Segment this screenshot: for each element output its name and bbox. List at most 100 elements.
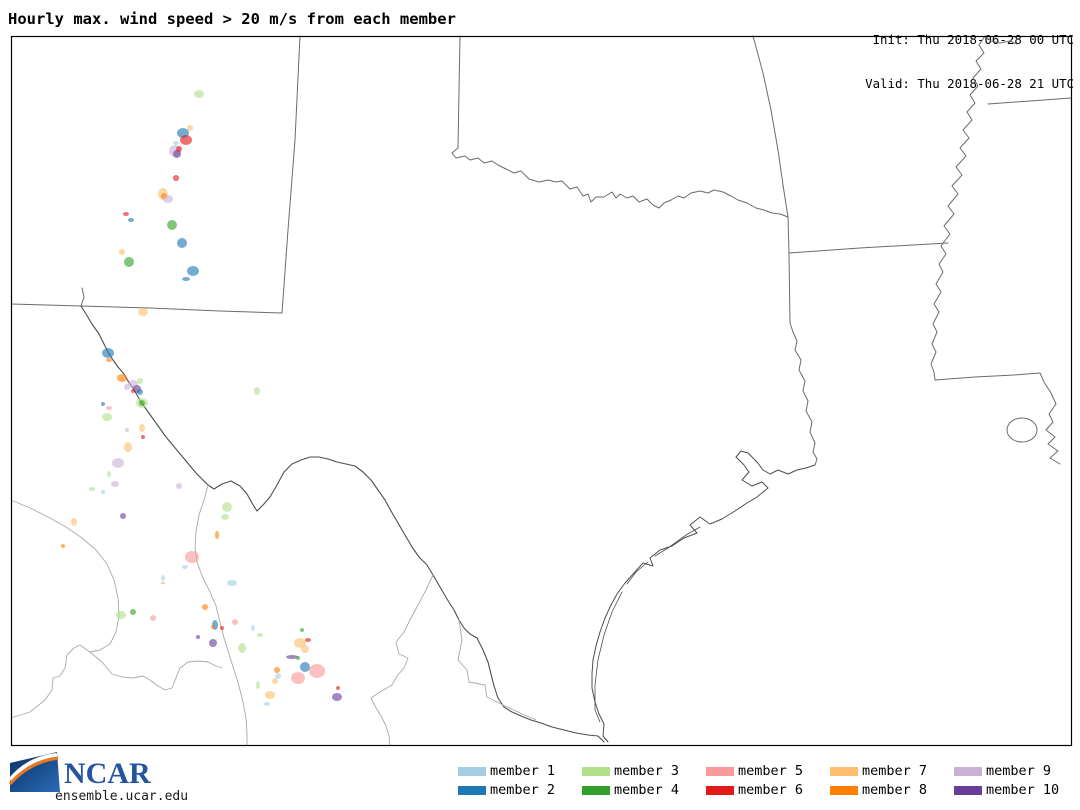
wind-blob-member-5 xyxy=(185,551,199,563)
wind-blob-member-2 xyxy=(137,389,143,395)
map-frame xyxy=(10,35,1073,747)
legend-item-member-7: member 7 xyxy=(830,764,927,778)
legend-item-member-2: member 2 xyxy=(458,782,556,798)
wind-blob-member-6 xyxy=(220,626,224,630)
wind-blob-member-5 xyxy=(309,664,325,678)
map-border-coast xyxy=(591,450,816,743)
legend-swatch-member-2 xyxy=(458,785,486,795)
legend-item-member-6: member 6 xyxy=(706,782,804,798)
wind-blob-member-3 xyxy=(194,90,204,98)
wind-blob-member-5 xyxy=(291,672,305,684)
wind-blob-member-5 xyxy=(232,619,238,625)
wind-blob-member-7 xyxy=(301,645,309,653)
wind-blob-member-9 xyxy=(163,195,173,203)
legend-item-member-1: member 1 xyxy=(458,763,556,779)
legend-swatch-member-8 xyxy=(830,785,858,795)
wind-blob-member-7 xyxy=(138,308,148,316)
wind-blob-member-8 xyxy=(106,358,112,362)
legend-label-member-2: member 2 xyxy=(490,782,556,798)
map-border-barrier xyxy=(654,526,701,557)
ncar-logo: NCAR xyxy=(8,752,151,792)
legend-item-member-5: member 5 xyxy=(706,764,803,778)
wind-blob-member-8 xyxy=(61,544,65,548)
wind-blob-member-2 xyxy=(102,348,114,358)
wind-blob-member-6 xyxy=(141,435,145,439)
legend-swatch-member-4 xyxy=(582,785,610,795)
ncar-logo-swoosh-orange xyxy=(8,756,59,786)
legend-swatch-member-9 xyxy=(954,766,982,776)
ncar-logo-text: NCAR xyxy=(64,757,151,790)
map-border-state xyxy=(930,35,986,381)
wind-blob-member-7 xyxy=(139,424,145,432)
legend-label-member-6: member 6 xyxy=(738,782,804,798)
map-border-barrier xyxy=(626,561,649,585)
legend-swatch-member-5 xyxy=(706,766,734,776)
wind-blob-member-5 xyxy=(161,582,165,584)
wind-blob-member-3 xyxy=(222,502,232,512)
wind-blob-member-2 xyxy=(177,238,187,248)
legend-item-member-8: member 8 xyxy=(830,782,928,798)
legend-item-member-9: member 9 xyxy=(954,764,1051,778)
wind-blob-member-3 xyxy=(257,633,263,637)
map-border-mex xyxy=(370,574,434,746)
wind-blob-member-9 xyxy=(176,483,182,489)
wind-blob-member-10 xyxy=(120,513,126,519)
wind-blob-member-9 xyxy=(111,481,119,487)
wind-blob-member-8 xyxy=(117,374,127,382)
legend-label-member-10: member 10 xyxy=(986,782,1060,798)
map-border-state xyxy=(80,287,85,307)
wind-blob-member-4 xyxy=(167,220,177,230)
map-border-state xyxy=(451,147,789,218)
wind-blob-member-7 xyxy=(71,518,77,526)
legend-label-member-4: member 4 xyxy=(614,782,680,798)
wind-blob-member-7 xyxy=(294,638,306,648)
wind-blob-member-7 xyxy=(272,678,278,684)
wind-blob-member-10 xyxy=(332,693,342,701)
wind-blob-member-4 xyxy=(124,257,134,267)
map-border-state xyxy=(281,35,301,314)
wind-blob-member-1 xyxy=(227,580,237,586)
wind-blob-member-8 xyxy=(211,625,215,629)
page-title: Hourly max. wind speed > 20 m/s from eac… xyxy=(8,10,456,28)
map-border-state xyxy=(788,242,949,254)
wind-blob-member-3 xyxy=(256,681,260,689)
wind-blob-member-4 xyxy=(300,628,304,632)
map-border-mex xyxy=(457,619,537,721)
map-border-state xyxy=(987,97,1072,105)
map-border-state xyxy=(1039,372,1061,465)
lake-outline xyxy=(1006,417,1038,443)
wind-blob-member-10 xyxy=(196,635,200,639)
legend-swatch-member-7 xyxy=(830,766,858,776)
wind-blob-member-3 xyxy=(102,413,112,421)
wind-blob-member-1 xyxy=(275,673,281,679)
legend-label-member-1: member 1 xyxy=(490,763,556,779)
wind-blob-member-7 xyxy=(265,691,275,699)
valid-time: Valid: Thu 2018-06-28 21 UTC xyxy=(865,75,1074,91)
legend-swatch-member-3 xyxy=(582,766,610,776)
map-border-state xyxy=(10,303,82,307)
wind-blob-member-3 xyxy=(116,611,126,619)
wind-blob-member-3 xyxy=(238,643,246,653)
wind-blob-member-9 xyxy=(112,458,124,468)
wind-blob-member-6 xyxy=(305,638,311,642)
wind-blob-member-6 xyxy=(336,686,340,690)
legend-label-member-8: member 8 xyxy=(862,782,928,798)
wind-blob-member-10 xyxy=(286,655,298,659)
wind-blob-member-1 xyxy=(101,490,105,494)
legend-label-member-3: member 3 xyxy=(614,763,680,779)
wind-blob-member-8 xyxy=(202,604,208,610)
wind-blob-member-1 xyxy=(161,575,165,581)
map-border-state xyxy=(457,35,461,149)
wind-blob-member-6 xyxy=(176,146,182,152)
wind-blob-member-4 xyxy=(139,400,145,406)
legend-swatch-member-6 xyxy=(706,785,734,795)
wind-blob-member-9 xyxy=(125,428,129,432)
legend-swatch-member-10 xyxy=(954,785,982,795)
wind-blob-member-2 xyxy=(187,266,199,276)
wind-blob-member-2 xyxy=(182,277,190,281)
map-border-state xyxy=(789,322,818,466)
wind-blob-member-10 xyxy=(209,639,217,647)
wind-blob-member-3 xyxy=(221,514,229,520)
